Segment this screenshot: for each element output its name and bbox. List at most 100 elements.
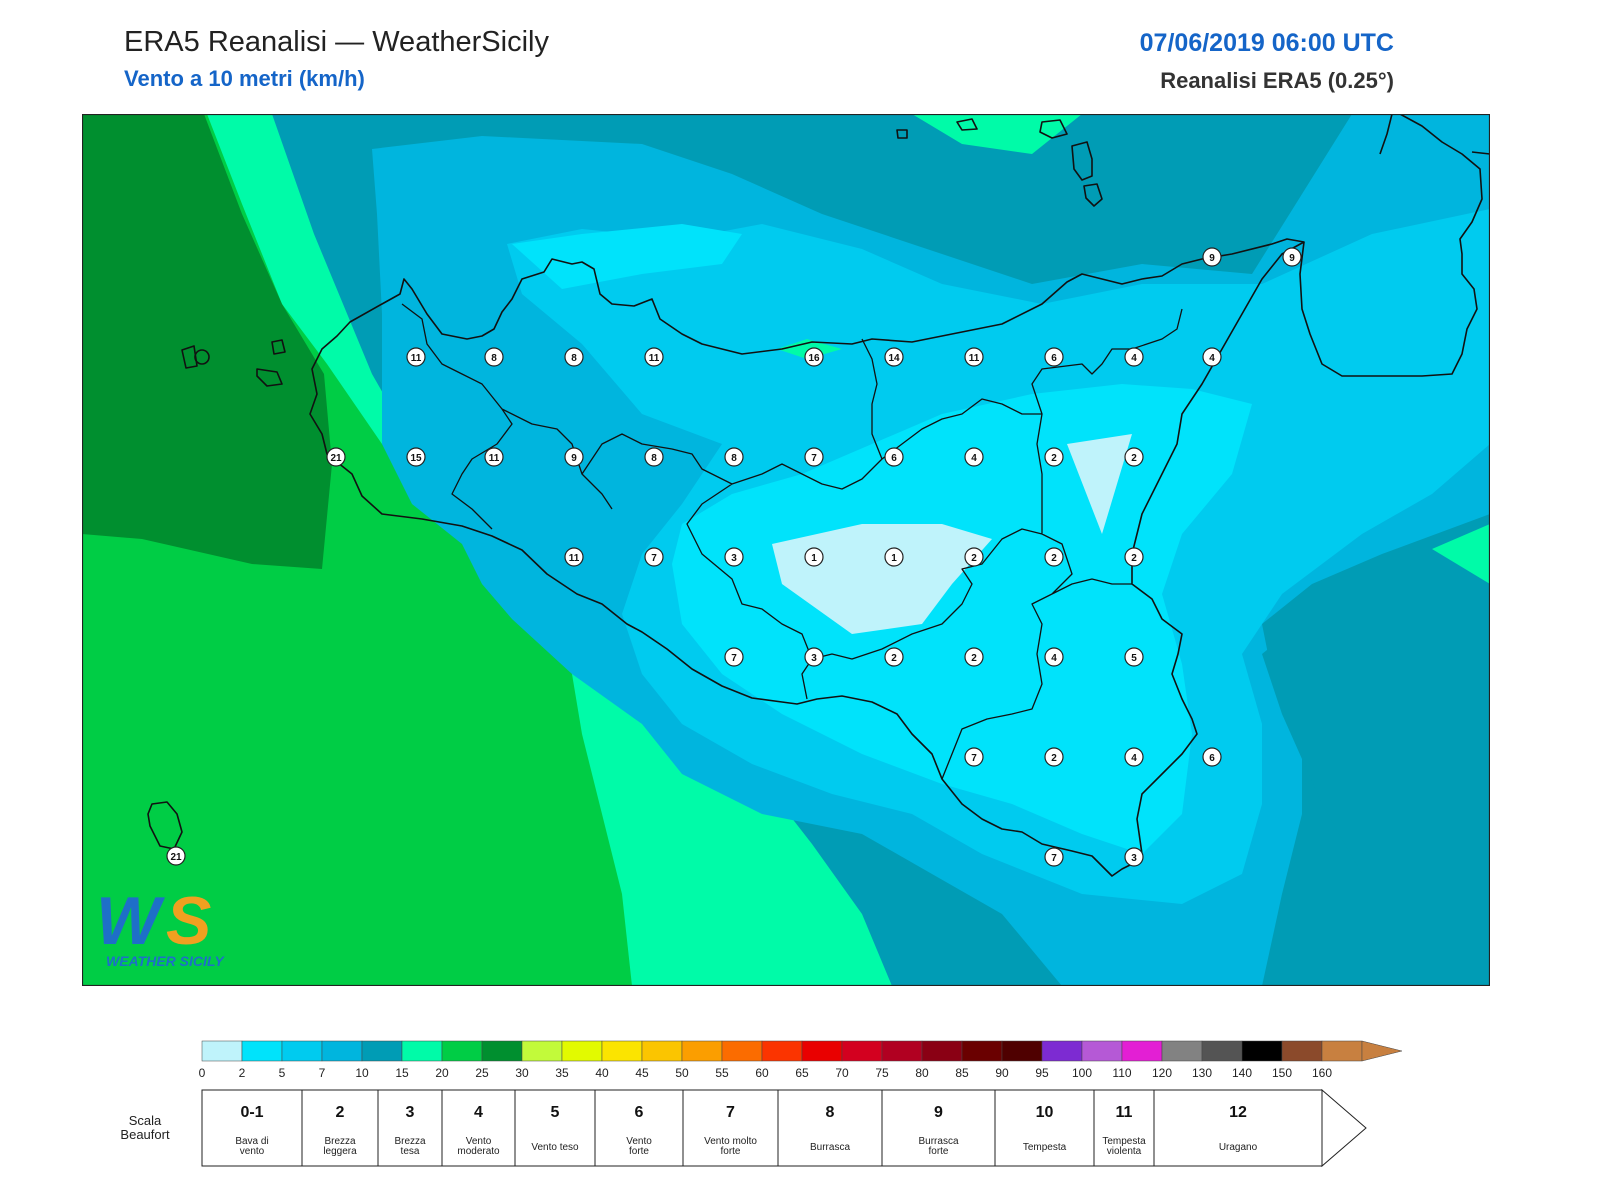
coastline <box>147 114 1490 877</box>
station-circle <box>964 647 984 667</box>
station-circle <box>884 447 904 467</box>
beaufort-box <box>881 1089 996 1167</box>
beaufort-number: 11 <box>1116 1104 1133 1121</box>
beaufort-number: 3 <box>406 1104 415 1121</box>
station-marker: 11 <box>406 347 426 367</box>
station-marker: 9 <box>564 447 584 467</box>
station-marker: 4 <box>1124 347 1144 367</box>
colorbar-segment <box>801 1040 843 1062</box>
station-circle <box>1044 447 1064 467</box>
colorbar-tick-label: 50 <box>675 1066 689 1080</box>
beaufort-desc: Brezza <box>394 1136 426 1147</box>
island-vulcano <box>1083 183 1103 207</box>
beaufort-class: 5 Vento teso <box>514 1089 596 1167</box>
colorbar-tick-label: 30 <box>515 1066 529 1080</box>
station-value: 4 <box>1209 353 1215 364</box>
logo-text: WEATHER SICILY <box>106 953 225 969</box>
beaufort-desc: Burrasca <box>810 1142 850 1153</box>
station-marker: 21 <box>326 447 346 467</box>
station-value: 8 <box>731 453 737 464</box>
colorbar-segment <box>921 1040 963 1062</box>
station-value: 16 <box>808 353 820 364</box>
station-marker: 7 <box>964 747 984 767</box>
colorbar-segment <box>241 1040 283 1062</box>
colorbar-tick-label: 80 <box>915 1066 929 1080</box>
beaufort-title-line1: Scala <box>129 1113 162 1128</box>
beaufort-desc: Vento teso <box>531 1142 579 1153</box>
station-marker: 8 <box>484 347 504 367</box>
beaufort-desc: violenta <box>1107 1146 1142 1157</box>
station-value: 7 <box>731 653 737 664</box>
colorbar-tick-label: 45 <box>635 1066 649 1080</box>
map-frame <box>82 114 1490 986</box>
beaufort-desc: Vento <box>626 1136 652 1147</box>
station-value: 4 <box>1051 653 1057 664</box>
station-value: 11 <box>411 353 422 364</box>
station-value: 1 <box>891 553 897 564</box>
colorbar-tick-label: 55 <box>715 1066 729 1080</box>
beaufort-box <box>594 1089 684 1167</box>
beaufort-desc: forte <box>629 1146 649 1157</box>
colorbar-tick-label: 65 <box>795 1066 809 1080</box>
station-value: 4 <box>1131 353 1137 364</box>
station-value: 9 <box>571 453 577 464</box>
station-circle <box>964 347 984 367</box>
station-circle <box>1124 747 1144 767</box>
station-value: 3 <box>811 653 817 664</box>
colorbar-tick-label: 0 <box>199 1066 206 1080</box>
beaufort-desc: Bava di <box>235 1136 268 1147</box>
island-alicudi <box>896 129 908 139</box>
colorbar <box>201 1040 1403 1062</box>
station-circle <box>1202 747 1222 767</box>
colorbar-tick-label: 130 <box>1192 1066 1212 1080</box>
beaufort-number: 12 <box>1229 1104 1247 1121</box>
station-circle <box>724 447 744 467</box>
beaufort-desc: Uragano <box>1219 1142 1258 1153</box>
colorbar-tick-label: 5 <box>279 1066 286 1080</box>
beaufort-box <box>377 1089 443 1167</box>
station-circle <box>964 447 984 467</box>
station-marker: 3 <box>724 547 744 567</box>
station-circle <box>804 547 824 567</box>
colorbar-segment <box>321 1040 363 1062</box>
station-marker: 8 <box>724 447 744 467</box>
station-marker: 8 <box>644 447 664 467</box>
calabria-coast-south <box>1379 114 1393 155</box>
station-value: 3 <box>1131 853 1137 864</box>
beaufort-number: 2 <box>336 1104 345 1121</box>
beaufort-arrow <box>1321 1088 1367 1168</box>
province-boundaries <box>401 303 1183 780</box>
colorbar-tick-label: 25 <box>475 1066 489 1080</box>
station-marker: 11 <box>964 347 984 367</box>
station-value: 14 <box>888 353 900 364</box>
beaufort-number: 8 <box>826 1104 835 1121</box>
station-marker: 11 <box>484 447 504 467</box>
station-value: 2 <box>1051 453 1057 464</box>
station-marker: 2 <box>1124 447 1144 467</box>
beaufort-desc: Tempesta <box>1102 1136 1146 1147</box>
station-value: 2 <box>1051 753 1057 764</box>
station-marker: 9 <box>1282 247 1302 267</box>
colorbar-ticks: 0 2 5 7 10 15 20 25 30 35 40 45 50 55 60 65 70 75 80 85 90 95… <box>199 1066 1333 1080</box>
station-circle <box>326 447 346 467</box>
colorbar-segment <box>361 1040 403 1062</box>
colorbar-segment <box>881 1040 923 1062</box>
station-marker: 14 <box>884 347 904 367</box>
band-10-15-east <box>1262 514 1490 986</box>
station-circle <box>406 447 426 467</box>
colorbar-tick-label: 85 <box>955 1066 969 1080</box>
island-favignana <box>256 368 283 387</box>
colorbar-segment <box>681 1040 723 1062</box>
station-value: 8 <box>571 353 577 364</box>
band-15-20-east <box>1432 524 1490 584</box>
wind-speed-stations: 9 911 8 8 11 16 14 11 6 4 421 15 11 9 8 8 7 6 4 2 211 7 3 1 1 2 2 2… <box>166 247 1302 867</box>
station-marker: 2 <box>884 647 904 667</box>
beaufort-box <box>682 1089 779 1167</box>
station-value: 21 <box>170 852 182 863</box>
station-circle <box>564 547 584 567</box>
station-circle <box>884 347 904 367</box>
station-marker: 3 <box>1124 847 1144 867</box>
